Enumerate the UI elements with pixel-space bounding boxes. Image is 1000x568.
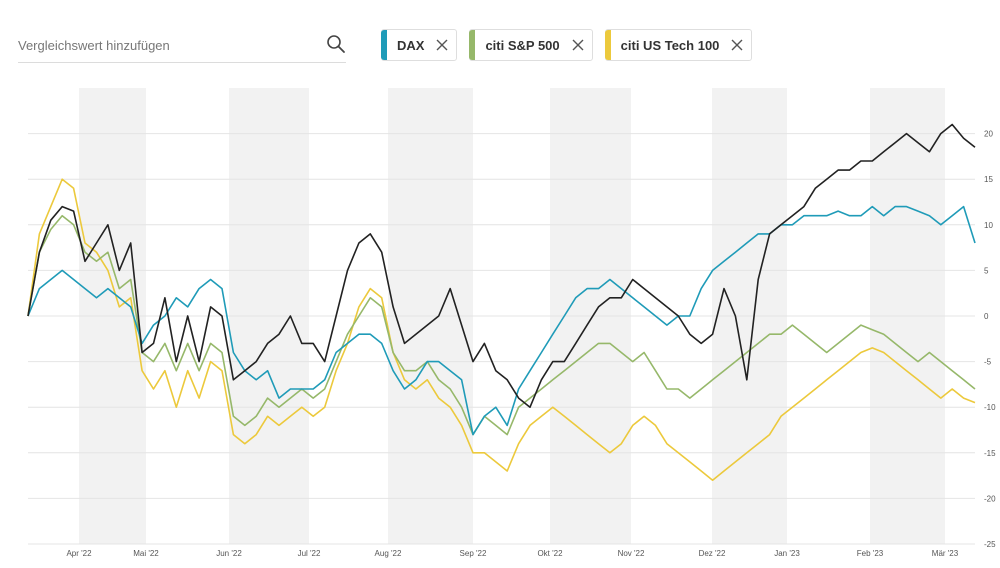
search-field (18, 30, 346, 63)
x-tick-label: Sep '22 (460, 549, 487, 558)
legend-color-swatch (381, 30, 387, 60)
legend-label: DAX (397, 37, 425, 53)
y-tick-label: 5 (984, 266, 989, 275)
x-tick-label: Mai '22 (133, 549, 159, 558)
y-tick-label: -5 (984, 358, 992, 367)
y-tick-label: -25 (984, 540, 996, 549)
x-tick-label: Feb '23 (857, 549, 884, 558)
y-tick-label: -20 (984, 494, 996, 503)
series-line-benchmark (27, 123, 976, 409)
legend-color-swatch (469, 30, 476, 60)
x-tick-label: Okt '22 (537, 549, 563, 558)
legend-chip-ustech100[interactable]: citi US Tech 100 (604, 29, 753, 61)
close-icon[interactable] (436, 39, 448, 51)
x-tick-label: Jun '22 (216, 549, 242, 558)
x-tick-label: Nov '22 (618, 549, 645, 558)
search-icon[interactable] (326, 34, 346, 54)
close-icon[interactable] (572, 39, 584, 51)
x-axis-ticks: Apr '22 Mai '22 Jun '22 Jul '22 Aug '22 Sep '… (66, 549, 958, 558)
legend-color-swatch (604, 30, 611, 60)
legend: DAX citi S&P 500 citi US Tech 100 (381, 29, 753, 61)
legend-label: citi S&P 500 (485, 37, 560, 53)
performance-chart: 20 15 10 5 0 -5 -10 -15 -20 -25 Apr '22 Mai '22 Jun… (27, 88, 996, 558)
y-tick-label: 15 (984, 175, 993, 184)
legend-label: citi US Tech 100 (620, 37, 720, 53)
x-tick-label: Aug '22 (375, 549, 402, 558)
series-line-citi-us-tech-100 (27, 178, 976, 482)
close-icon[interactable] (731, 39, 743, 51)
search-input[interactable] (18, 38, 308, 53)
series-line-citi-s-p-500 (27, 214, 976, 436)
y-tick-label: 20 (984, 130, 993, 139)
x-tick-label: Dez '22 (699, 549, 726, 558)
y-axis-ticks: 20 15 10 5 0 -5 -10 -15 -20 -25 (984, 130, 996, 549)
legend-chip-dax[interactable]: DAX (381, 29, 458, 61)
x-tick-label: Mär '23 (932, 549, 959, 558)
y-tick-label: 0 (984, 312, 989, 321)
y-tick-label: 10 (984, 221, 993, 230)
y-tick-label: -15 (984, 449, 996, 458)
y-tick-label: -10 (984, 403, 996, 412)
series-lines (27, 123, 976, 482)
x-tick-label: Apr '22 (66, 549, 92, 558)
x-tick-label: Jul '22 (298, 549, 321, 558)
series-line-dax (27, 205, 976, 436)
x-tick-label: Jan '23 (774, 549, 800, 558)
grid-lines (28, 133, 975, 545)
legend-chip-sp500[interactable]: citi S&P 500 (469, 29, 593, 61)
